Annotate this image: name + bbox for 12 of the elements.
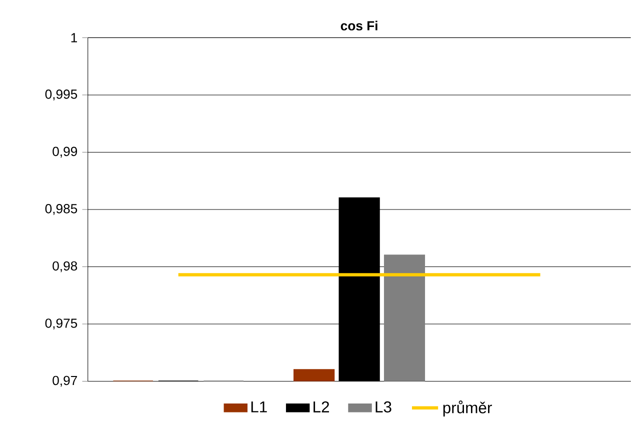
y-tick-label: 0,985 <box>45 204 78 216</box>
y-tick-label: 0,97 <box>52 376 77 387</box>
legend-label: L3 <box>376 401 392 413</box>
y-tick-label: 0,99 <box>52 146 78 158</box>
y-tick-label: 0,975 <box>45 318 78 330</box>
y-tick-label: 1 <box>71 33 78 42</box>
legend-label: L2 <box>314 401 329 412</box>
y-tick-label: 0,98 <box>52 261 78 272</box>
legend-label: průměr <box>443 400 492 417</box>
y-tick-label: 0,995 <box>45 90 78 101</box>
chart-title: cos Fi <box>340 20 378 31</box>
legend-label: L1 <box>251 402 267 412</box>
